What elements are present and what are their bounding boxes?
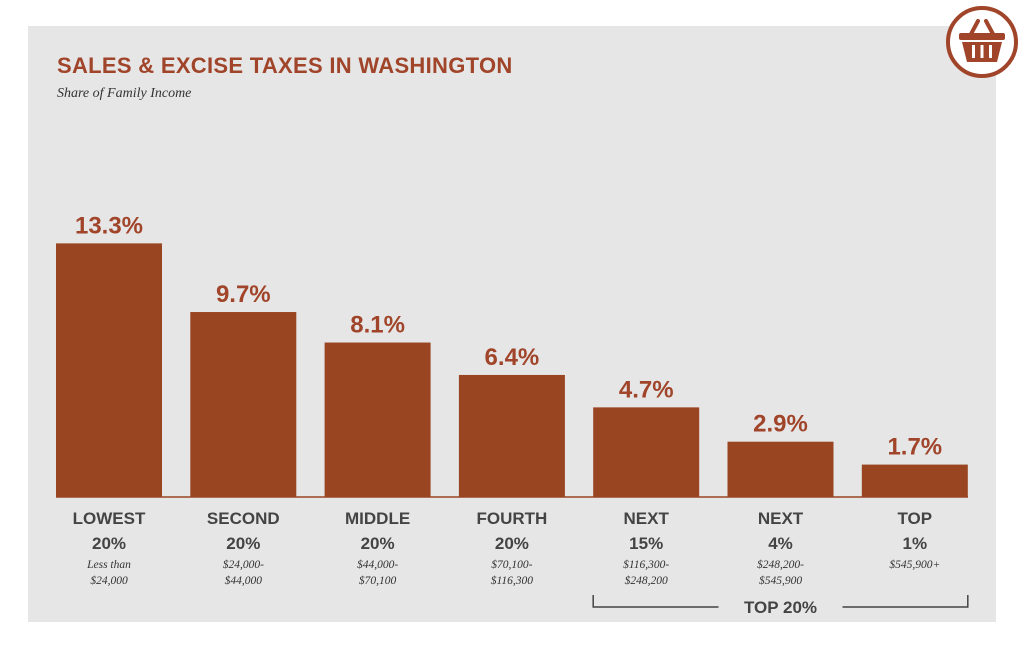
data-label: 13.3% [75,212,143,239]
x-tick-label: 20% [495,534,529,553]
data-label: 2.9% [753,411,808,438]
x-tick-sublabel: $24,000- [223,558,264,571]
x-tick-sublabel: $116,300- [623,558,669,571]
bar [190,312,297,497]
x-tick-sublabel: $70,100- [491,558,532,571]
bar [593,407,700,497]
bracket-left [592,595,719,608]
bar [727,441,834,497]
bar [861,464,968,497]
bar [56,243,162,497]
shopping-basket-icon [946,6,1018,78]
x-tick-sublabel: $44,000 [225,574,263,587]
chart-title: SALES & EXCISE TAXES IN WASHINGTON [57,53,513,78]
x-tick-label: LOWEST [73,509,146,528]
chart-panel [28,26,996,622]
data-label: 1.7% [887,434,942,461]
x-tick-label: 20% [92,534,126,553]
x-tick-label: 4% [768,534,793,553]
data-label: 4.7% [619,376,674,403]
group-label: TOP 20% [744,598,817,617]
x-tick-label: MIDDLE [345,509,410,528]
x-tick-sublabel: $44,000- [357,558,398,571]
x-tick-sublabel: $70,100 [359,574,397,587]
bar [458,374,565,497]
x-tick-label: NEXT [624,509,670,528]
x-tick-label: 15% [629,534,663,553]
x-tick-sublabel: $24,000 [90,574,128,587]
x-tick-label: SECOND [207,509,280,528]
x-tick-sublabel: $248,200 [625,574,668,587]
x-tick-label: 1% [903,534,928,553]
bar [324,342,431,497]
x-tick-sublabel: $116,300 [491,574,534,587]
x-tick-label: 20% [361,534,395,553]
x-tick-label: FOURTH [476,509,547,528]
x-tick-sublabel: $248,200- [757,558,804,571]
data-label: 9.7% [216,281,271,308]
chart-subtitle: Share of Family Income [57,86,192,101]
x-tick-sublabel: $545,900 [759,574,802,587]
bracket-right [842,595,969,608]
data-label: 6.4% [485,344,540,371]
data-label: 8.1% [350,312,405,339]
x-tick-label: NEXT [758,509,804,528]
x-tick-label: TOP [897,509,932,528]
x-tick-sublabel: Less than [86,559,131,571]
x-tick-label: 20% [226,534,260,553]
x-tick-sublabel: $545,900+ [889,558,940,571]
